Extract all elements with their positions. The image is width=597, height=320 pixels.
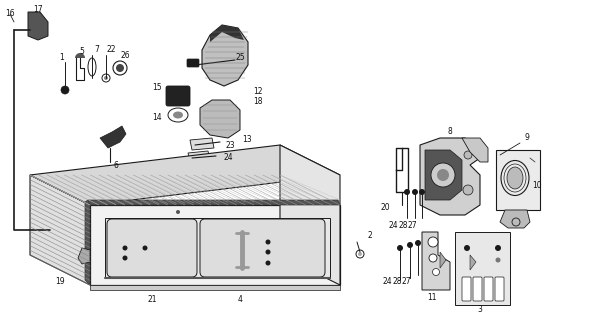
Polygon shape: [440, 252, 446, 268]
Circle shape: [407, 242, 413, 248]
Text: 24: 24: [223, 154, 233, 163]
Polygon shape: [30, 175, 90, 285]
Text: 1: 1: [60, 53, 64, 62]
Circle shape: [432, 268, 439, 276]
Text: 14: 14: [152, 114, 162, 123]
Circle shape: [428, 237, 438, 247]
Circle shape: [415, 240, 421, 246]
Circle shape: [464, 245, 470, 251]
Text: 28: 28: [392, 277, 402, 286]
Text: 23: 23: [225, 140, 235, 149]
Polygon shape: [470, 255, 476, 270]
Polygon shape: [420, 138, 480, 215]
Text: 15: 15: [152, 84, 162, 92]
Circle shape: [495, 245, 501, 251]
Text: 20: 20: [380, 204, 390, 212]
FancyBboxPatch shape: [473, 277, 482, 301]
Text: 26: 26: [120, 51, 130, 60]
Polygon shape: [210, 25, 244, 42]
Circle shape: [419, 189, 425, 195]
Circle shape: [266, 239, 270, 244]
Circle shape: [122, 245, 128, 251]
Text: 2: 2: [368, 230, 373, 239]
Circle shape: [431, 163, 455, 187]
Circle shape: [104, 76, 108, 80]
Polygon shape: [455, 232, 510, 305]
Circle shape: [266, 250, 270, 254]
FancyBboxPatch shape: [495, 277, 504, 301]
Polygon shape: [202, 25, 248, 86]
Polygon shape: [425, 150, 462, 200]
Circle shape: [463, 185, 473, 195]
Circle shape: [404, 189, 410, 195]
FancyBboxPatch shape: [200, 219, 325, 277]
Text: 3: 3: [478, 306, 482, 315]
Circle shape: [464, 151, 472, 159]
Text: 27: 27: [407, 220, 417, 229]
FancyBboxPatch shape: [187, 59, 199, 67]
Text: 16: 16: [5, 10, 15, 19]
Text: 5: 5: [79, 47, 84, 57]
Polygon shape: [85, 200, 90, 285]
Circle shape: [61, 86, 69, 94]
Text: 24: 24: [382, 277, 392, 286]
Text: 25: 25: [235, 52, 245, 61]
Polygon shape: [88, 200, 340, 205]
Text: 7: 7: [94, 45, 100, 54]
Text: 6: 6: [113, 161, 118, 170]
Polygon shape: [200, 100, 240, 138]
FancyBboxPatch shape: [484, 277, 493, 301]
Ellipse shape: [173, 111, 183, 118]
Polygon shape: [462, 138, 488, 162]
Circle shape: [116, 64, 124, 72]
Text: 19: 19: [55, 277, 65, 286]
Polygon shape: [90, 285, 340, 290]
Text: 13: 13: [242, 135, 252, 145]
FancyBboxPatch shape: [107, 219, 197, 277]
Polygon shape: [105, 218, 330, 278]
Text: 8: 8: [448, 127, 453, 137]
Circle shape: [122, 255, 128, 260]
Polygon shape: [90, 205, 340, 285]
Circle shape: [176, 210, 180, 214]
Circle shape: [266, 260, 270, 266]
Text: 21: 21: [147, 295, 157, 305]
Polygon shape: [188, 151, 210, 162]
Circle shape: [143, 245, 147, 251]
Circle shape: [437, 169, 449, 181]
Polygon shape: [280, 145, 340, 285]
FancyBboxPatch shape: [166, 86, 190, 106]
Circle shape: [412, 189, 418, 195]
Polygon shape: [190, 138, 214, 150]
Text: 18: 18: [253, 98, 263, 107]
Text: 9: 9: [525, 133, 530, 142]
Ellipse shape: [507, 167, 523, 189]
Polygon shape: [500, 210, 530, 228]
Circle shape: [496, 258, 500, 262]
Circle shape: [397, 245, 403, 251]
Polygon shape: [496, 150, 540, 210]
Polygon shape: [100, 126, 126, 148]
Text: 17: 17: [33, 5, 43, 14]
Polygon shape: [30, 145, 340, 205]
Text: 27: 27: [401, 277, 411, 286]
Text: 28: 28: [398, 220, 408, 229]
Text: 10: 10: [532, 180, 542, 189]
Circle shape: [429, 254, 437, 262]
Text: 11: 11: [427, 292, 437, 301]
Polygon shape: [422, 232, 450, 290]
Polygon shape: [78, 248, 90, 264]
Text: 24: 24: [388, 220, 398, 229]
Wedge shape: [75, 53, 85, 58]
FancyBboxPatch shape: [462, 277, 471, 301]
Polygon shape: [28, 12, 48, 40]
Text: 12: 12: [253, 87, 263, 97]
Text: 4: 4: [238, 295, 242, 305]
Text: 22: 22: [106, 45, 116, 54]
Circle shape: [358, 252, 362, 256]
